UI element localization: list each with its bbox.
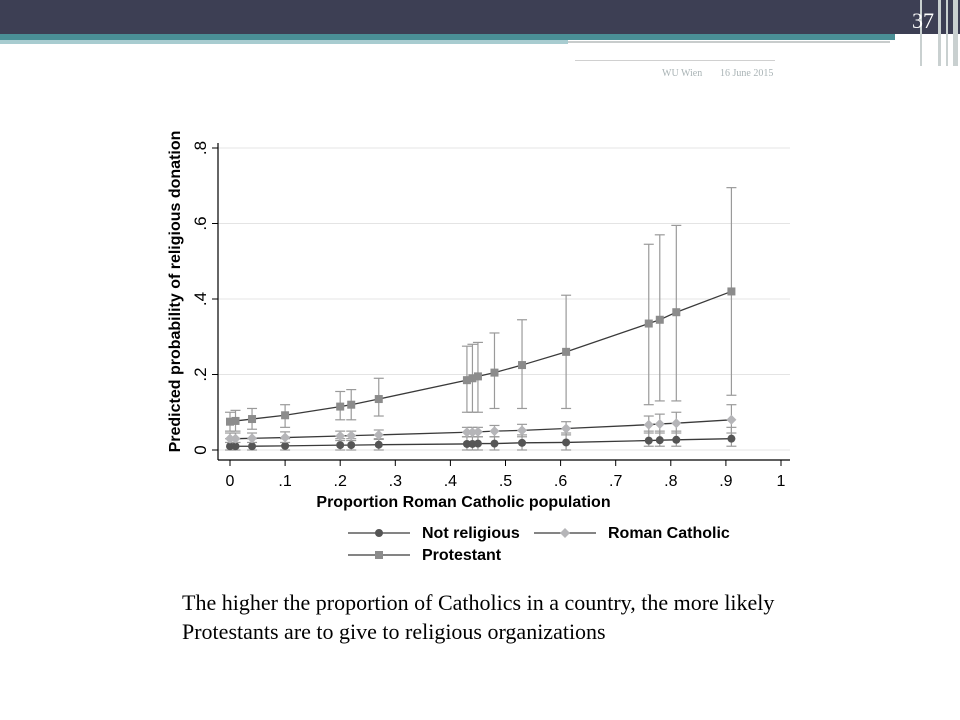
y-tick-label: .8 [191,141,210,155]
roman-catholic-point [561,423,572,434]
protestant-point [518,361,527,370]
protestant-point [468,374,477,383]
x-tick-label: .4 [444,473,457,490]
roman-catholic-point [654,418,665,429]
x-tick-label: .3 [389,473,402,490]
protestant-point [231,416,240,425]
footer-date: 16 June 2015 [720,68,774,79]
x-tick-label: .5 [499,473,512,490]
not-religious-point [226,442,234,451]
protestant-point [644,319,653,328]
slide-number: 37 [912,8,934,33]
not-religious-point [490,439,499,448]
not-religious-point [644,436,653,445]
slide-caption: The higher the proportion of Catholics i… [182,590,775,644]
x-tick-label: 1 [777,473,786,490]
y-tick-label: 0 [191,445,210,454]
decor-vertical-line [938,0,941,66]
y-tick-label: .2 [191,367,210,381]
protestant-point [226,417,234,426]
protestant-point [672,308,681,317]
not-religious-point [281,441,290,450]
roman-catholic-point [726,414,737,425]
roman-catholic-point [373,429,384,440]
protestant-point [490,368,499,377]
roman-catholic-point [461,427,472,438]
legend-not-religious-marker [375,529,383,537]
protestant-point [281,411,290,420]
y-axis-title: Predicted probability of religious donat… [167,131,184,453]
roman-catholic-point [247,433,258,444]
roman-catholic-point [517,425,528,436]
not-religious-point [518,438,527,447]
title-bar [0,0,960,34]
y-tick-label: .4 [191,292,210,306]
protestant-point [655,315,664,324]
roman-catholic-point [467,427,478,438]
protestant-point [248,415,257,424]
protestant-point [462,376,471,385]
x-tick-label: .8 [664,473,677,490]
legend-protestant-marker [375,551,383,559]
not-religious-point [336,441,345,450]
protestant-point [374,395,383,404]
roman-catholic-point [230,433,241,444]
roman-catholic-point [346,430,357,441]
protestant-point [473,372,482,381]
x-tick-label: .6 [554,473,567,490]
not-religious-point [655,436,664,445]
x-axis-title: Proportion Roman Catholic population [316,494,610,511]
not-religious-point [462,439,471,448]
protestant-line [229,290,732,423]
roman-catholic-point [472,426,483,437]
protestant-point [347,400,356,409]
protestant-point [562,347,571,356]
decor-vertical-line [953,0,958,66]
not-religious-point [347,441,356,450]
accent-bar [0,34,895,40]
legend-not-religious-label: Not religious [422,525,520,542]
chart: 0 .2 .4 .6 .8 0 .1 .2 .3 .4 .5 .6 .7 .8 .9 1 Proportion … [167,131,790,564]
footer-left: WU Wien [662,68,703,79]
roman-catholic-point [280,432,291,443]
roman-catholic-point [335,431,346,442]
not-religious-point [562,438,571,447]
accent-bar-light [0,40,568,44]
x-tick-label: .7 [609,473,622,490]
protestant-point [727,287,736,296]
roman-catholic-point [489,426,500,437]
x-tick-label: .1 [278,473,291,490]
not-religious-point [727,434,736,443]
legend-protestant-label: Protestant [422,547,502,564]
x-tick-label: .2 [334,473,347,490]
roman-catholic-point [225,433,235,444]
protestant-point [336,402,345,411]
legend-roman-catholic-label: Roman Catholic [608,525,730,542]
x-tick-label: 0 [226,473,235,490]
decor-vertical-line [920,0,922,66]
not-religious-point [231,442,240,451]
not-religious-point [248,442,257,451]
divider-line [568,41,890,43]
x-tick-label: .9 [719,473,732,490]
roman-catholic-point [643,419,654,430]
not-religious-point [672,435,681,444]
divider-line-short [575,60,775,61]
not-religious-point [374,440,383,449]
y-tick-label: .6 [191,216,210,230]
not-religious-point [473,439,482,448]
legend-roman-catholic-marker [560,528,570,538]
decor-vertical-line [946,0,948,66]
roman-catholic-point [671,418,682,429]
